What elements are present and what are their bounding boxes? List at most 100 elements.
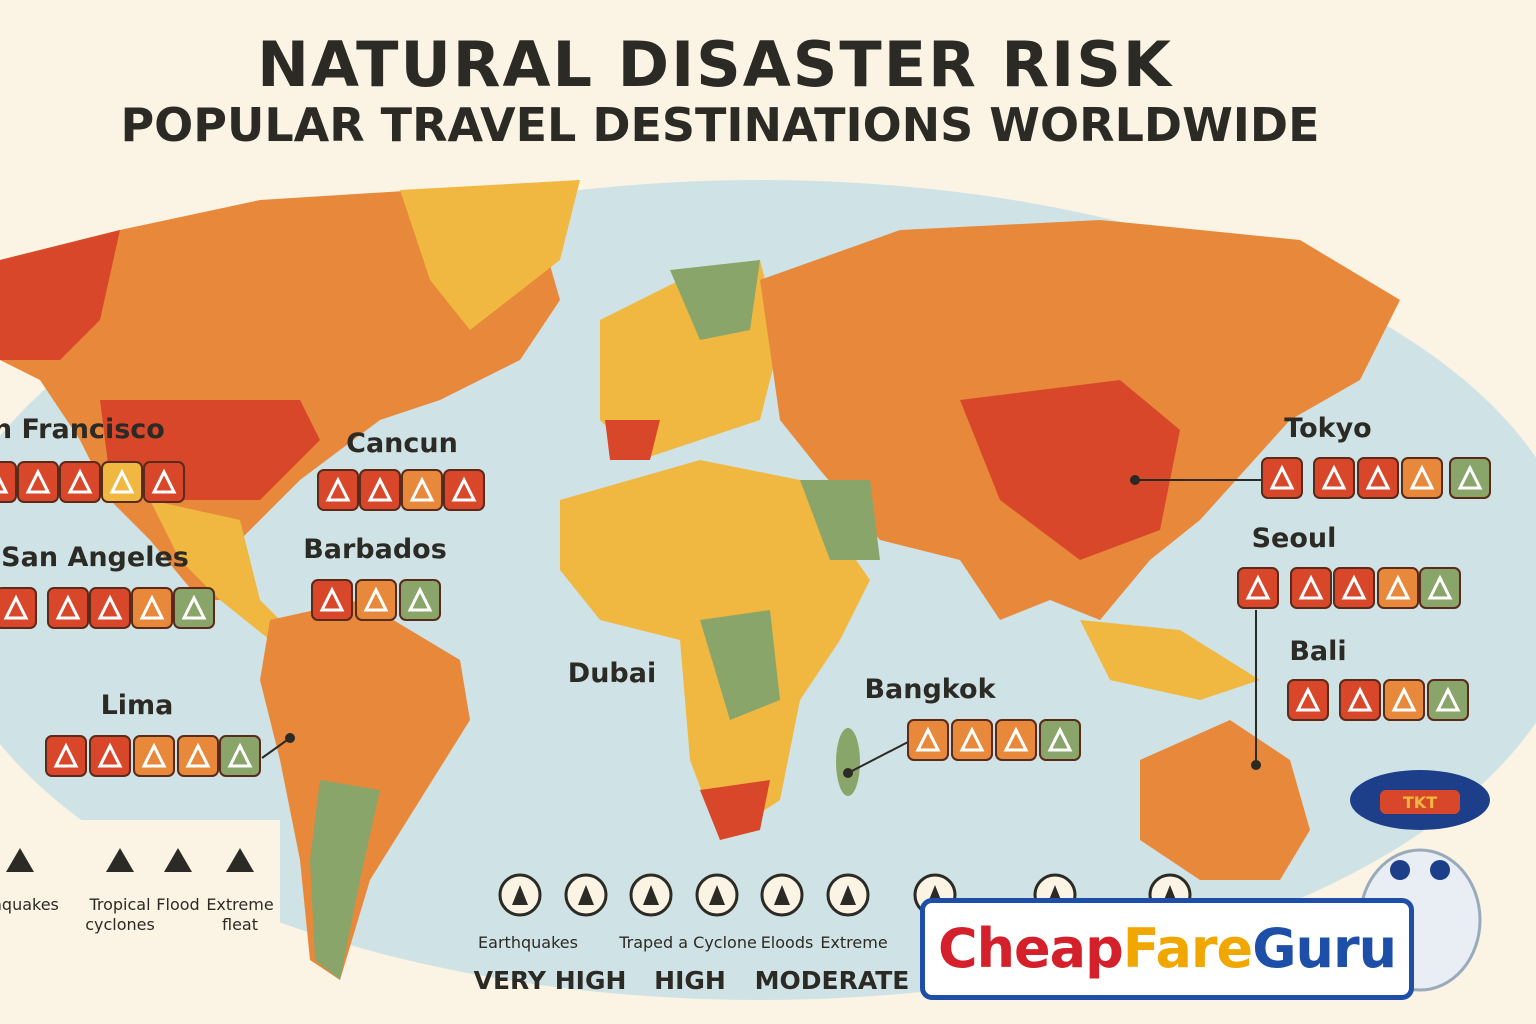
city-label: Lima (100, 690, 174, 721)
icon-glyph (1457, 464, 1483, 490)
madagascar (836, 728, 860, 796)
risk-icon (1401, 457, 1443, 499)
city-label: Dubai (567, 658, 657, 689)
greenland (400, 180, 580, 330)
legend-label: Traped a Cyclone (619, 933, 757, 952)
risk-icon (219, 735, 261, 777)
risk-icon (1039, 719, 1081, 761)
risk-icon (0, 587, 37, 629)
icon-glyph (1365, 464, 1391, 490)
legend-glyph (578, 885, 594, 905)
legend-label: Flood (156, 895, 200, 914)
icon-glyph (227, 742, 253, 768)
legend-label: Earthquakes (478, 933, 578, 952)
risk-icon (399, 579, 441, 621)
icon-glyph (367, 476, 393, 502)
risk-icon (1261, 457, 1303, 499)
risk-icon (101, 461, 143, 503)
legend-glyph (164, 848, 192, 872)
risk-icon (143, 461, 185, 503)
connectors (261, 475, 1262, 778)
icon-glyph (1391, 686, 1417, 712)
icon-glyph (325, 476, 351, 502)
legend-label: Eloods (760, 933, 814, 952)
left-legend-box (0, 820, 280, 952)
risk-icon (1287, 679, 1329, 721)
city-label: Seoul (1251, 523, 1337, 554)
japan (1210, 380, 1250, 500)
australia (1140, 720, 1310, 880)
logo-part: Guru (1252, 917, 1397, 980)
icon-glyph (0, 476, 9, 494)
risk-icon (1339, 679, 1381, 721)
icon-glyph (67, 468, 93, 494)
icon-glyph (109, 468, 135, 494)
legend-glyph (512, 885, 528, 905)
icon-glyph (141, 742, 167, 768)
risk-icon (355, 579, 397, 621)
legend-glyph (774, 885, 790, 905)
arabia (800, 480, 880, 560)
legend-glyph (643, 885, 659, 905)
risk-icon (1427, 679, 1469, 721)
city-label: Bali (1289, 636, 1347, 667)
mascot-badge: TKT (1403, 793, 1437, 812)
icon-glyph (1385, 574, 1411, 600)
legend-label: Extreme fleat (206, 895, 274, 934)
logo-part: Fare (1122, 917, 1253, 980)
risk-icon (443, 469, 485, 511)
icon-glyph (181, 594, 207, 620)
city-label: Tokyo (1284, 413, 1372, 444)
icon-glyph (1409, 464, 1435, 490)
icon-glyph (1047, 726, 1073, 752)
icon-glyph (319, 586, 345, 612)
city-label: Bangkok (864, 674, 996, 705)
icon-glyph (451, 476, 477, 502)
risk-level: VERY HIGH (473, 966, 627, 995)
subtitle: POPULAR TRAVEL DESTINATIONS WORLDWIDE (120, 98, 1320, 152)
risk-icon (173, 587, 215, 629)
risk-icon (359, 469, 401, 511)
risk-icon (177, 735, 219, 777)
risk-icon (1377, 567, 1419, 609)
legend-glyph (709, 885, 725, 905)
indonesia (1080, 620, 1260, 700)
risk-icon (311, 579, 353, 621)
icon-glyph (25, 468, 51, 494)
risk-icon (47, 587, 89, 629)
icon-glyph (3, 594, 29, 620)
city-label: San Francisco (0, 414, 165, 445)
icon-glyph (53, 742, 79, 768)
risk-icon (995, 719, 1037, 761)
icon-glyph (409, 476, 435, 502)
legend-glyph (6, 848, 34, 872)
icon-glyph (97, 742, 123, 768)
risk-icon (907, 719, 949, 761)
spain (605, 420, 660, 460)
icon-glyph (915, 726, 941, 752)
city-label: Cancun (346, 428, 458, 459)
city-label: San Angeles (1, 542, 189, 573)
legend-glyph (106, 848, 134, 872)
risk-icon (59, 461, 101, 503)
south-africa (700, 780, 770, 840)
china (960, 380, 1180, 560)
icon-glyph (1341, 574, 1367, 600)
risk-icon (1237, 567, 1279, 609)
risk-icon (401, 469, 443, 511)
alaska (0, 230, 120, 360)
legend-label: Tropical cyclones (85, 895, 155, 934)
central-africa (700, 610, 780, 720)
icon-glyph (151, 468, 177, 494)
icon-glyph (1003, 726, 1029, 752)
icon-glyph (1347, 686, 1373, 712)
risk-icon (89, 735, 131, 777)
risk-icon (1449, 457, 1491, 499)
risk-icon (1383, 679, 1425, 721)
legend-glyph (226, 848, 254, 872)
icon-glyph (1269, 464, 1295, 490)
risk-icon (45, 735, 87, 777)
risk-icon (1333, 567, 1375, 609)
